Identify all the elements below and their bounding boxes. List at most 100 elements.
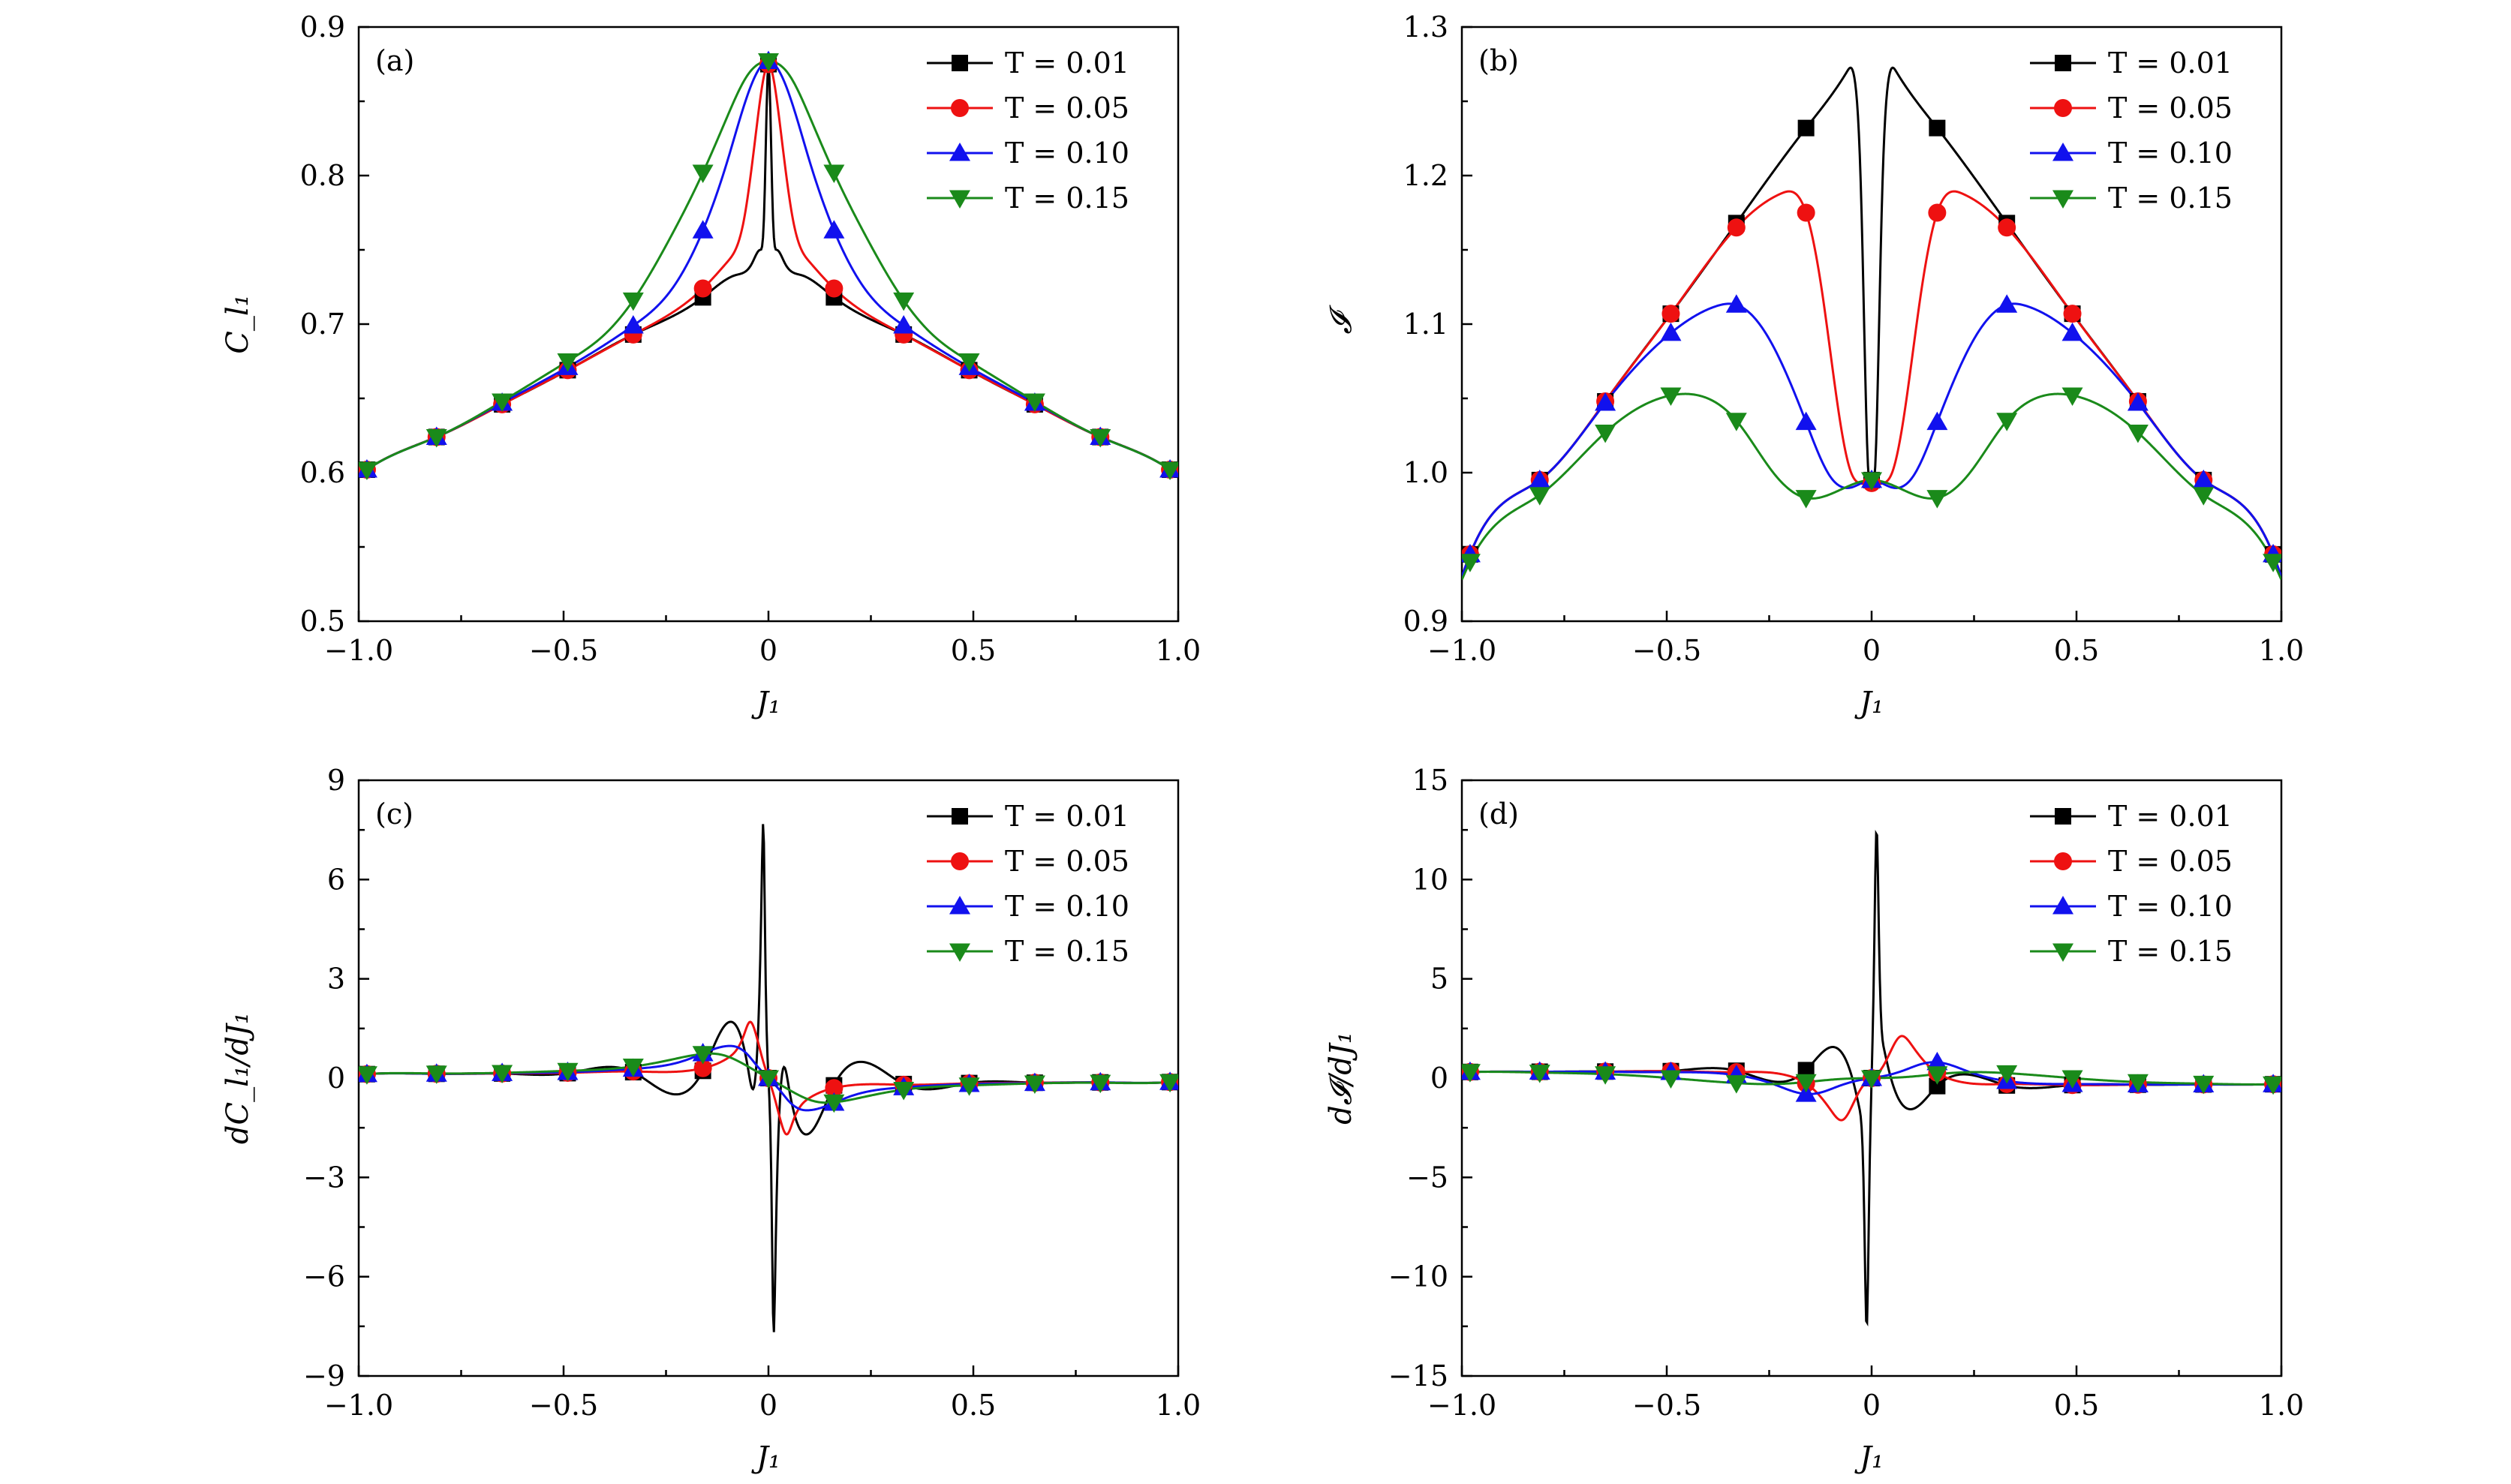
legend-marker: [949, 943, 970, 962]
y-tick-label: 0.8: [300, 159, 345, 192]
x-axis-title: J₁: [1854, 1440, 1884, 1475]
data-point: [1795, 490, 1817, 509]
series-line: [1462, 190, 2281, 578]
data-point: [426, 1065, 447, 1084]
x-tick-label: 1.0: [1156, 1389, 1201, 1422]
legend-marker: [952, 55, 968, 71]
legend-marker: [951, 852, 969, 870]
data-point: [1159, 1074, 1178, 1093]
data-point: [1926, 411, 1948, 431]
x-axis-title: J₁: [751, 1440, 780, 1475]
x-tick-label: 0.5: [951, 634, 996, 667]
legend-marker: [949, 190, 970, 209]
legend-entry: T = 0.10: [2108, 137, 2233, 170]
legend-marker: [2052, 190, 2073, 209]
data-point: [1595, 392, 1616, 411]
x-tick-label: −1.0: [324, 634, 393, 667]
data-point: [1529, 1065, 1550, 1083]
data-point: [1661, 305, 1680, 323]
x-tick-label: 1.0: [2259, 1389, 2304, 1422]
x-tick-label: −0.5: [1632, 1389, 1701, 1422]
legend-entry: T = 0.05: [1005, 92, 1129, 125]
series-line: [1462, 302, 2281, 578]
data-point: [1159, 461, 1178, 481]
data-point: [1926, 490, 1948, 509]
y-tick-label: −5: [1406, 1161, 1448, 1194]
plot-area: [1462, 829, 2281, 1327]
data-point: [1660, 322, 1682, 341]
legend-marker: [952, 808, 968, 825]
y-axis-title: dC_l₁/dJ₁: [221, 1012, 255, 1144]
y-tick-label: 0: [327, 1062, 345, 1095]
data-point: [1090, 428, 1111, 448]
data-point: [1861, 472, 1882, 491]
x-tick-label: −1.0: [1427, 634, 1496, 667]
data-point: [1595, 1066, 1616, 1085]
y-tick-label: −15: [1388, 1359, 1448, 1392]
data-point: [2193, 487, 2215, 506]
y-tick-label: 3: [327, 963, 345, 996]
y-tick-label: 15: [1412, 764, 1448, 797]
y-tick-label: 0.9: [300, 11, 345, 44]
panel-label: (b): [1478, 44, 1519, 77]
data-point: [823, 164, 845, 184]
data-point: [622, 292, 644, 311]
data-point: [1929, 119, 1946, 137]
data-point: [1090, 1074, 1111, 1094]
panel-d-chart: −1.0 −0.5 0 0.5 1.0 −15 −10 −5 0 5 10 15 J₁ d𝓘/dJ₁ (d)…: [1324, 764, 2304, 1475]
x-tick-label: 0.5: [951, 1389, 996, 1422]
data-point: [692, 1046, 714, 1065]
plot-area: [1462, 66, 2281, 581]
legend-entry: T = 0.01: [1005, 47, 1129, 80]
x-tick-label: −0.5: [529, 634, 598, 667]
x-axis-title: J₁: [1854, 686, 1884, 720]
data-point: [1529, 487, 1550, 506]
data-point: [492, 1065, 513, 1083]
legend-entry: T = 0.01: [2108, 47, 2233, 80]
y-axis-title: d𝓘/dJ₁: [1324, 1032, 1358, 1125]
data-point: [2263, 1076, 2281, 1095]
data-point: [2061, 322, 2083, 341]
data-point: [893, 314, 915, 334]
legend-marker: [2055, 55, 2071, 71]
data-point: [758, 53, 779, 72]
data-point: [2063, 305, 2082, 323]
legend-entry: T = 0.10: [2108, 890, 2233, 923]
data-point: [1797, 203, 1815, 222]
data-point: [1861, 1070, 1882, 1089]
x-axis-title: J₁: [751, 686, 780, 720]
data-point: [1929, 1077, 1946, 1095]
x-tick-label: 1.0: [1156, 634, 1201, 667]
x-tick-label: −1.0: [1427, 1389, 1496, 1422]
x-tick-label: 0: [1863, 634, 1881, 667]
y-tick-label: −6: [303, 1260, 345, 1293]
legend-marker: [2052, 143, 2073, 161]
data-point: [1795, 411, 1817, 431]
data-point: [1024, 393, 1045, 412]
data-point: [758, 1070, 779, 1089]
data-point: [893, 1081, 915, 1101]
panel-c-chart: −1.0 −0.5 0 0.5 1.0 −9 −6 −3 0 3 6 9 J₁ dC_l₁/dJ₁ (c) T…: [221, 764, 1201, 1475]
legend-marker: [949, 896, 970, 915]
data-point: [1660, 387, 1682, 407]
y-tick-label: 1.3: [1403, 11, 1448, 44]
data-point: [622, 314, 644, 334]
data-point: [1725, 1075, 1747, 1094]
panel-a-chart: −1.0 −0.5 0 0.5 1.0 0.5 0.6 0.7 0.8 0.9 J₁ C_l₁ (a) T…: [221, 11, 1201, 720]
y-tick-label: 1.1: [1403, 308, 1448, 341]
y-tick-label: 1.0: [1403, 456, 1448, 489]
data-point: [1024, 1075, 1045, 1095]
legend-marker: [2054, 99, 2072, 117]
panel-label: (c): [375, 798, 413, 831]
data-point: [2263, 554, 2281, 572]
data-point: [1996, 413, 2018, 431]
data-point: [958, 353, 980, 372]
data-point: [359, 461, 377, 481]
legend-entry: T = 0.15: [2108, 182, 2233, 215]
data-point: [1926, 1051, 1948, 1071]
x-tick-label: 1.0: [2259, 634, 2304, 667]
y-tick-label: 0.7: [300, 308, 345, 341]
legend-entry: T = 0.15: [1005, 182, 1129, 215]
data-point: [823, 220, 845, 239]
data-point: [1462, 554, 1481, 572]
